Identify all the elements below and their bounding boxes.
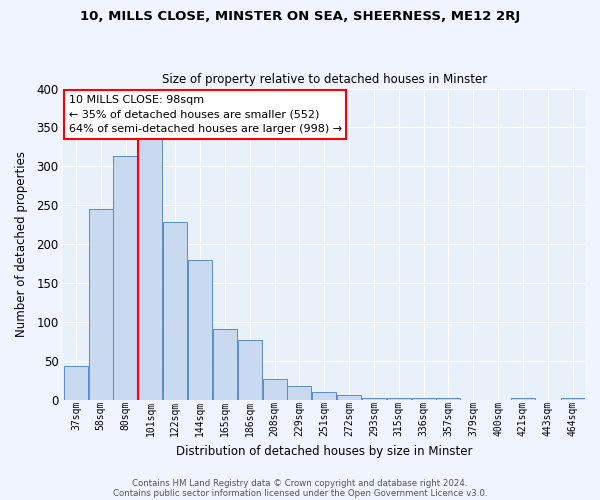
Bar (163, 222, 187, 400)
Bar (113, 156, 137, 400)
Text: Contains HM Land Registry data © Crown copyright and database right 2024.: Contains HM Land Registry data © Crown c… (132, 478, 468, 488)
Y-axis label: Number of detached properties: Number of detached properties (15, 151, 28, 337)
Bar (337, 395, 361, 400)
Text: Contains public sector information licensed under the Open Government Licence v3: Contains public sector information licen… (113, 488, 487, 498)
Bar (436, 398, 460, 400)
Bar (386, 398, 411, 400)
X-axis label: Distribution of detached houses by size in Minster: Distribution of detached houses by size … (176, 444, 472, 458)
Bar (64, 366, 88, 400)
Bar (188, 260, 212, 400)
Bar (89, 209, 113, 400)
Bar (511, 398, 535, 400)
Bar (362, 398, 386, 400)
Bar (238, 340, 262, 400)
Text: 10 MILLS CLOSE: 98sqm
← 35% of detached houses are smaller (552)
64% of semi-det: 10 MILLS CLOSE: 98sqm ← 35% of detached … (68, 95, 342, 134)
Bar (213, 329, 237, 400)
Bar (263, 380, 287, 400)
Bar (139, 139, 163, 400)
Text: 10, MILLS CLOSE, MINSTER ON SEA, SHEERNESS, ME12 2RJ: 10, MILLS CLOSE, MINSTER ON SEA, SHEERNE… (80, 10, 520, 23)
Bar (312, 392, 336, 400)
Title: Size of property relative to detached houses in Minster: Size of property relative to detached ho… (161, 73, 487, 86)
Bar (412, 398, 436, 400)
Bar (287, 386, 311, 400)
Bar (560, 398, 584, 400)
